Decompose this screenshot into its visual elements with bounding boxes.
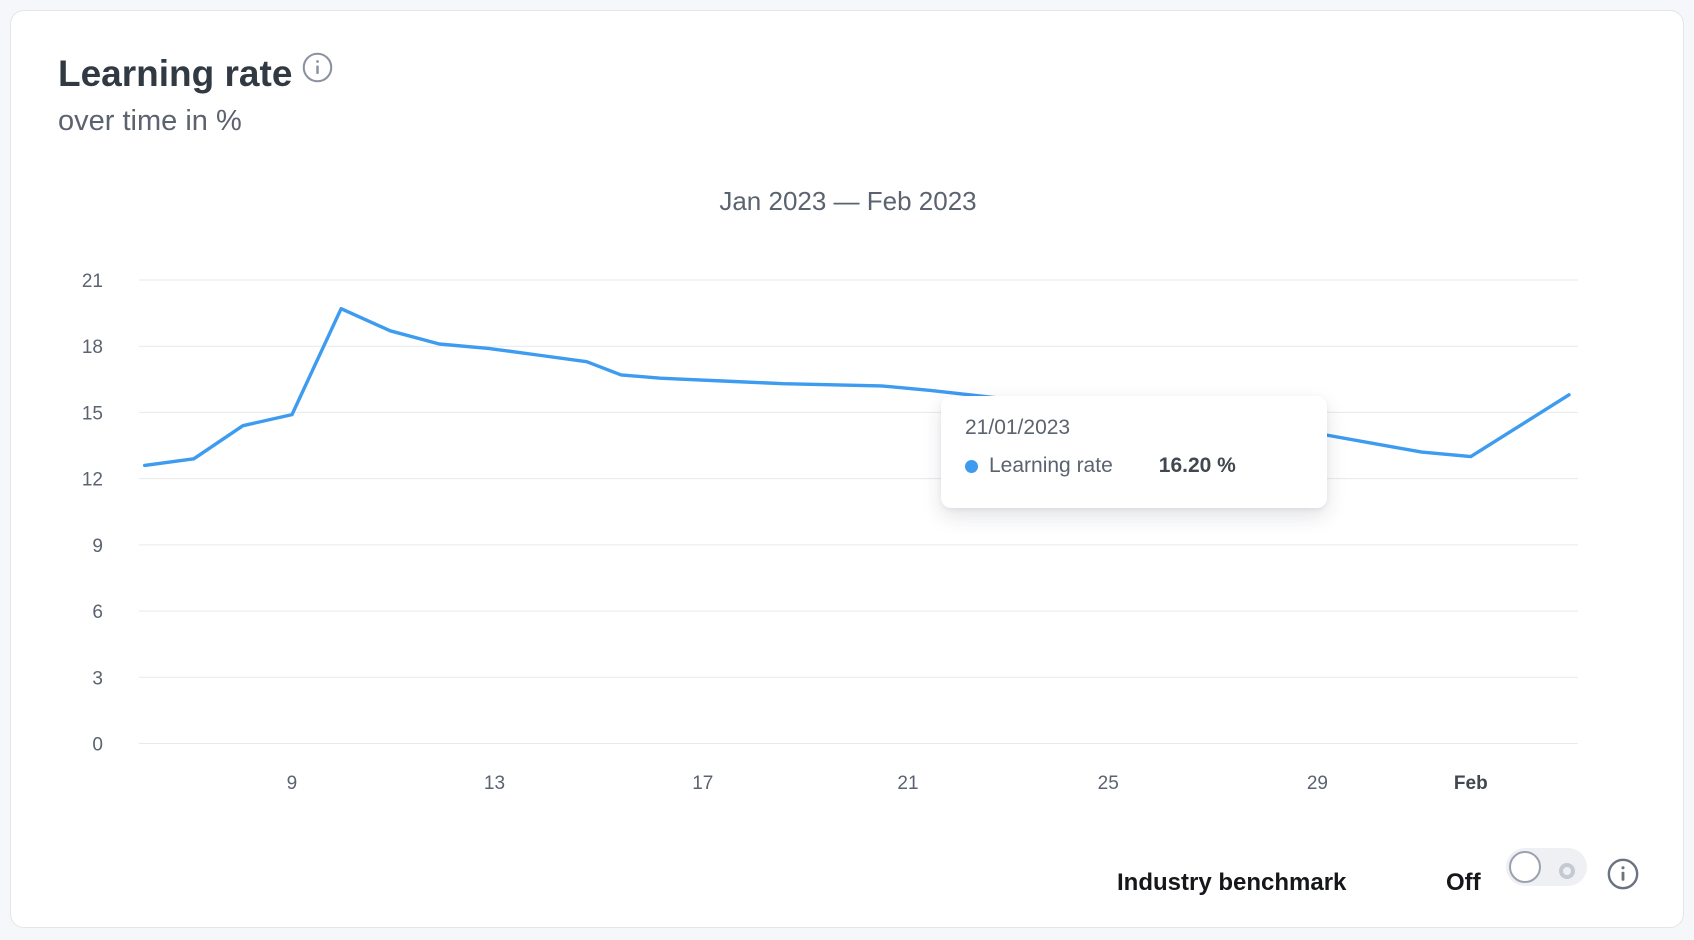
svg-text:6: 6 <box>92 602 103 623</box>
svg-text:21: 21 <box>897 773 918 794</box>
svg-text:12: 12 <box>82 470 103 491</box>
svg-text:21: 21 <box>82 271 103 292</box>
svg-text:25: 25 <box>1098 773 1119 794</box>
svg-text:3: 3 <box>92 668 103 689</box>
svg-text:13: 13 <box>484 773 505 794</box>
svg-text:29: 29 <box>1307 773 1328 794</box>
svg-text:15: 15 <box>82 403 103 424</box>
svg-text:9: 9 <box>92 536 103 557</box>
svg-text:0: 0 <box>92 735 103 756</box>
svg-text:18: 18 <box>82 337 103 358</box>
svg-text:Feb: Feb <box>1454 773 1488 794</box>
svg-text:17: 17 <box>692 773 713 794</box>
svg-text:9: 9 <box>287 773 298 794</box>
